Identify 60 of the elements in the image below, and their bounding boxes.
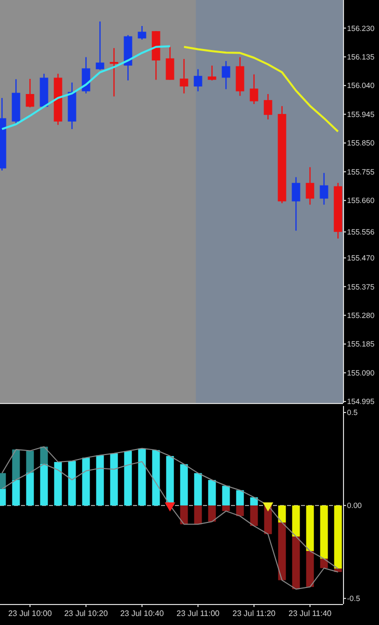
candlestick bbox=[96, 20, 104, 70]
candlestick bbox=[222, 60, 230, 90]
bar bbox=[40, 446, 48, 464]
candlestick bbox=[306, 166, 314, 206]
candlestick bbox=[250, 74, 258, 105]
bar bbox=[26, 450, 34, 473]
x-tick-label: 23 Jul 11:00 bbox=[176, 609, 220, 618]
x-tick-label: 23 Jul 10:00 bbox=[8, 609, 52, 618]
bar bbox=[12, 480, 20, 506]
x-tick-label: 23 Jul 11:40 bbox=[288, 609, 332, 618]
line-series bbox=[2, 446, 338, 570]
candlestick bbox=[320, 172, 328, 206]
bar bbox=[138, 448, 146, 506]
candlestick bbox=[208, 65, 216, 82]
x-tick-label: 23 Jul 11:20 bbox=[232, 609, 276, 618]
candlestick bbox=[194, 68, 202, 92]
bar bbox=[292, 536, 300, 590]
bar bbox=[12, 450, 20, 480]
bar bbox=[82, 458, 90, 506]
bar bbox=[40, 464, 48, 506]
bar bbox=[278, 505, 286, 523]
bar bbox=[180, 505, 188, 524]
bar bbox=[68, 461, 76, 506]
bar bbox=[320, 558, 328, 568]
candlestick bbox=[166, 46, 174, 80]
bar bbox=[222, 505, 230, 512]
bar bbox=[124, 450, 132, 506]
x-tick-label: 23 Jul 10:20 bbox=[64, 609, 108, 618]
line-series bbox=[183, 46, 339, 133]
bar bbox=[292, 505, 300, 537]
bar bbox=[236, 505, 244, 516]
bar bbox=[208, 505, 216, 522]
bar bbox=[306, 505, 314, 552]
candlestick bbox=[138, 25, 146, 40]
bar bbox=[26, 472, 34, 506]
bar bbox=[334, 505, 342, 569]
bar bbox=[236, 490, 244, 506]
candlestick bbox=[292, 176, 300, 232]
bar bbox=[194, 505, 202, 524]
bar bbox=[110, 453, 118, 506]
bar bbox=[54, 462, 62, 506]
candlestick bbox=[26, 78, 34, 108]
candlestick bbox=[264, 93, 272, 120]
bar bbox=[208, 480, 216, 506]
bar bbox=[306, 551, 314, 587]
bar bbox=[152, 450, 160, 506]
bar bbox=[96, 455, 104, 506]
bar bbox=[320, 505, 328, 559]
bar bbox=[250, 505, 258, 526]
line-series bbox=[2, 461, 338, 590]
bar bbox=[180, 464, 188, 506]
line-series bbox=[1, 45, 171, 130]
candlestick bbox=[110, 47, 118, 98]
bar bbox=[166, 456, 174, 506]
bar bbox=[194, 473, 202, 506]
candlestick bbox=[180, 58, 188, 94]
bar bbox=[278, 522, 286, 580]
bar bbox=[222, 486, 230, 506]
x-tick-label: 23 Jul 10:40 bbox=[120, 609, 164, 618]
bar bbox=[250, 497, 258, 506]
